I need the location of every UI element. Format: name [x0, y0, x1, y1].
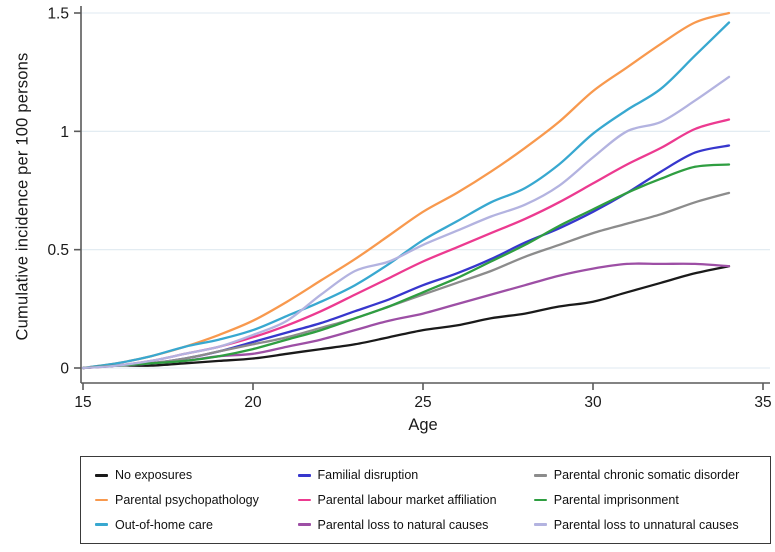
legend-label: Familial disruption: [317, 468, 419, 483]
legend-line-swatch: [297, 498, 311, 502]
incidence-line-chart: 0 0.5 1 1.5 15 20 25 30 35: [47, 6, 771, 412]
series-line-parental-chronic-somatic-disorder: [81, 191, 731, 370]
x-tick-label: 15: [74, 394, 91, 411]
x-tick-label: 25: [414, 394, 431, 411]
legend-line-swatch: [533, 474, 547, 477]
x-tick-label: 30: [584, 394, 602, 411]
legend-line-swatch: [95, 498, 108, 502]
series-line-no-exposures: [81, 265, 731, 370]
legend-label: Parental psychopathology: [115, 492, 259, 507]
series-line-parental-labour-market-affiliation: [81, 118, 731, 370]
y-tick-label: 1: [60, 124, 69, 141]
legend-item-parental-psychopathology: Parental psychopathology: [95, 493, 298, 507]
y-tick-label: 1.5: [47, 6, 69, 23]
legend-item-parental-imprisonment: Parental imprisonment: [533, 492, 770, 507]
legend-item-no-exposures: No exposures: [95, 468, 298, 482]
x-tick-label: 35: [754, 394, 771, 411]
y-tick-label: 0: [60, 361, 69, 378]
legend-line-swatch: [533, 523, 547, 526]
y-axis-title: Cumulative incidence per 100 persons: [13, 52, 32, 341]
y-tick-label: 0.5: [47, 242, 69, 259]
series-line-parental-imprisonment: [81, 163, 731, 370]
legend-label: Parental chronic somatic disorder: [553, 468, 740, 483]
legend-line-swatch: [95, 474, 108, 477]
legend-item-out-of-home-care: Out-of-home care: [95, 518, 298, 532]
legend-label: No exposures: [115, 468, 193, 483]
legend-line-swatch: [95, 523, 108, 526]
series-line-out-of-home-care: [81, 21, 731, 370]
legend-item-parental-loss-to-unnatural-causes: Parental loss to unnatural causes: [533, 517, 770, 532]
legend-label: Parental imprisonment: [553, 492, 679, 507]
legend-column: Familial disruption Parental labour marke…: [297, 463, 534, 537]
legend-label: Out-of-home care: [115, 517, 213, 532]
legend-column: Parental chronic somatic disorder Parenta…: [533, 463, 770, 537]
legend-item-familial-disruption: Familial disruption: [297, 468, 534, 483]
legend-label: Parental loss to unnatural causes: [553, 517, 739, 532]
legend-column: No exposures Parental psychopathology Out-…: [95, 463, 298, 537]
legend-line-swatch: [533, 498, 547, 502]
legend-item-parental-loss-to-natural-causes: Parental loss to natural causes: [297, 517, 534, 532]
chart-legend: No exposures Parental psychopathology Out-…: [80, 456, 771, 544]
x-tick-label: 20: [244, 394, 262, 411]
legend-label: Parental loss to natural causes: [317, 517, 489, 532]
legend-line-swatch: [297, 474, 311, 477]
legend-item-parental-chronic-somatic-disorder: Parental chronic somatic disorder: [533, 468, 770, 483]
series-line-parental-loss-to-natural-causes: [81, 262, 731, 370]
series-line-parental-loss-to-unnatural-causes: [81, 75, 731, 370]
legend-line-swatch: [297, 523, 311, 526]
legend-item-parental-labour-market-affiliation: Parental labour market affiliation: [297, 492, 534, 507]
legend-label: Parental labour market affiliation: [317, 492, 497, 507]
x-axis-title: Age: [408, 416, 438, 434]
